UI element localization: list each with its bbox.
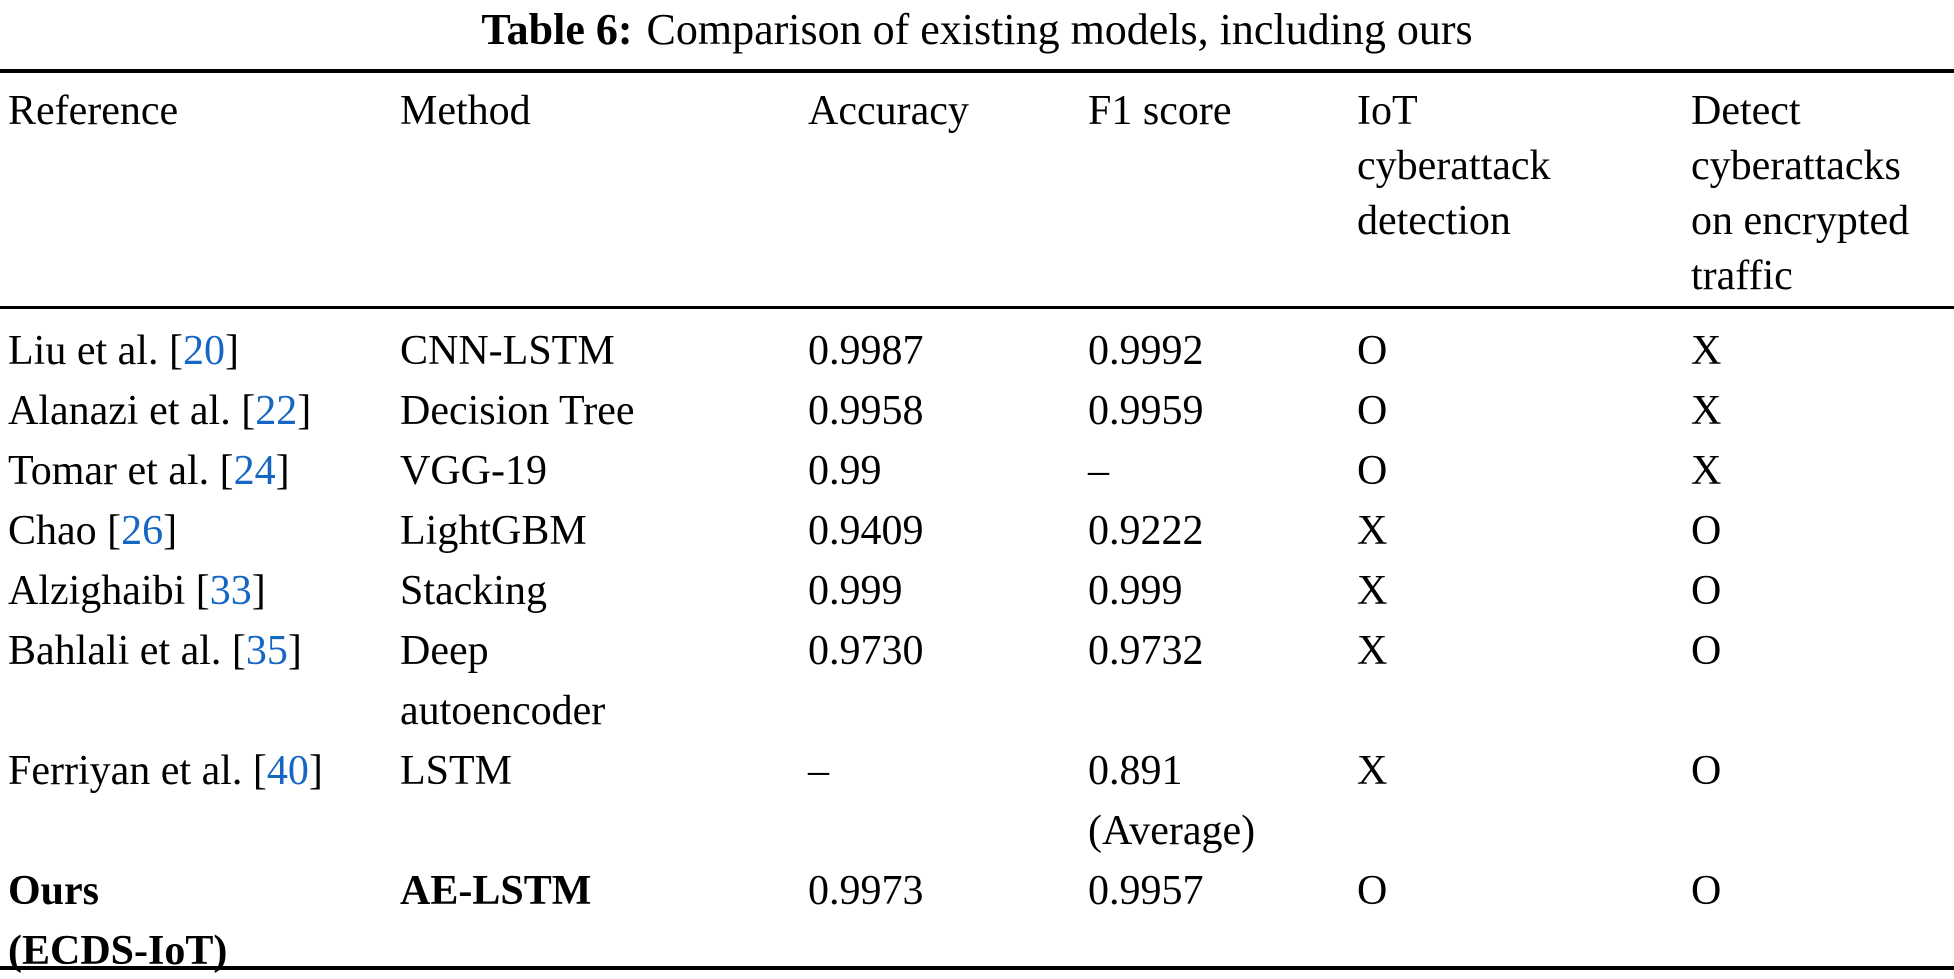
iot-detection-cell: X bbox=[1357, 628, 1388, 674]
citation-link[interactable]: 40 bbox=[266, 748, 309, 794]
f1-score-cell: 0.999 bbox=[1088, 568, 1183, 614]
table-header-row: Reference Method Accuracy F1 score IoT c… bbox=[8, 84, 1954, 304]
method-cell: Decision Tree bbox=[400, 388, 635, 434]
reference-text: ] bbox=[287, 628, 302, 674]
reference-text: Alzighaibi [ bbox=[8, 568, 210, 614]
accuracy-cell: 0.999 bbox=[808, 568, 903, 614]
reference-cell: Alanazi et al. [22] bbox=[8, 381, 400, 441]
reference-text: Ours (ECDS-IoT) bbox=[8, 868, 228, 974]
reference-text: Bahlali et al. [ bbox=[8, 628, 246, 674]
iot-detection-cell: O bbox=[1357, 868, 1388, 914]
column-header-encrypted-detection: Detect cyberattacks on encrypted traffic bbox=[1691, 88, 1910, 299]
f1-score-cell: – bbox=[1088, 448, 1109, 494]
accuracy-cell: 0.9987 bbox=[808, 328, 924, 374]
reference-text: ] bbox=[275, 448, 290, 494]
f1-score-cell: 0.891 (Average) bbox=[1088, 748, 1256, 854]
citation-link[interactable]: 24 bbox=[233, 448, 276, 494]
f1-score-cell: 0.9959 bbox=[1088, 388, 1204, 434]
citation-link[interactable]: 22 bbox=[255, 388, 298, 434]
column-header-reference: Reference bbox=[8, 88, 179, 134]
reference-cell: Ours (ECDS-IoT) bbox=[8, 861, 400, 979]
accuracy-cell: 0.9730 bbox=[808, 628, 924, 674]
iot-detection-cell: O bbox=[1357, 448, 1388, 494]
table-caption: Table 6: Comparison of existing models, i… bbox=[0, 4, 1954, 56]
encrypted-detection-cell: O bbox=[1691, 748, 1722, 794]
encrypted-detection-cell: X bbox=[1691, 448, 1722, 494]
reference-text: ] bbox=[163, 508, 178, 554]
reference-text: ] bbox=[297, 388, 312, 434]
reference-text: ] bbox=[251, 568, 266, 614]
method-cell: LightGBM bbox=[400, 508, 587, 554]
encrypted-detection-cell: X bbox=[1691, 328, 1722, 374]
accuracy-cell: 0.9409 bbox=[808, 508, 924, 554]
column-header-accuracy: Accuracy bbox=[808, 88, 969, 134]
reference-text: ] bbox=[308, 748, 323, 794]
reference-cell: Bahlali et al. [35] bbox=[8, 621, 400, 741]
column-header-f1-score: F1 score bbox=[1088, 88, 1232, 134]
table-rule-header-separator bbox=[0, 306, 1954, 309]
f1-score-cell: 0.9992 bbox=[1088, 328, 1204, 374]
accuracy-cell: 0.9958 bbox=[808, 388, 924, 434]
encrypted-detection-cell: O bbox=[1691, 568, 1722, 614]
citation-link[interactable]: 35 bbox=[245, 628, 288, 674]
reference-text: Alanazi et al. [ bbox=[8, 388, 256, 434]
table-caption-label: Table 6: bbox=[481, 5, 633, 54]
iot-detection-cell: X bbox=[1357, 568, 1388, 614]
table-rule-bottom bbox=[0, 966, 1954, 970]
encrypted-detection-cell: O bbox=[1691, 868, 1722, 914]
column-header-method: Method bbox=[400, 88, 531, 134]
method-cell: VGG-19 bbox=[400, 448, 547, 494]
method-cell: CNN-LSTM bbox=[400, 328, 615, 374]
iot-detection-cell: O bbox=[1357, 388, 1388, 434]
method-cell: Stacking bbox=[400, 568, 547, 614]
reference-cell: Alzighaibi [33] bbox=[8, 561, 400, 621]
method-cell: AE-LSTM bbox=[400, 868, 592, 914]
iot-detection-cell: O bbox=[1357, 328, 1388, 374]
accuracy-cell: – bbox=[808, 748, 829, 794]
column-header-iot-detection: IoT cyberattack detection bbox=[1357, 88, 1551, 244]
f1-score-cell: 0.9222 bbox=[1088, 508, 1204, 554]
encrypted-detection-cell: X bbox=[1691, 388, 1722, 434]
f1-score-cell: 0.9957 bbox=[1088, 868, 1204, 914]
reference-text: Chao [ bbox=[8, 508, 122, 554]
iot-detection-cell: X bbox=[1357, 748, 1388, 794]
method-cell: LSTM bbox=[400, 748, 513, 794]
reference-cell: Ferriyan et al. [40] bbox=[8, 741, 400, 861]
encrypted-detection-cell: O bbox=[1691, 628, 1722, 674]
reference-cell: Liu et al. [20] bbox=[8, 321, 400, 381]
reference-cell: Chao [26] bbox=[8, 501, 400, 561]
citation-link[interactable]: 26 bbox=[121, 508, 164, 554]
reference-text: Liu et al. [ bbox=[8, 328, 183, 374]
accuracy-cell: 0.9973 bbox=[808, 868, 924, 914]
citation-link[interactable]: 33 bbox=[209, 568, 252, 614]
f1-score-cell: 0.9732 bbox=[1088, 628, 1204, 674]
reference-text: Tomar et al. [ bbox=[8, 448, 234, 494]
table-caption-text: Comparison of existing models, including… bbox=[646, 5, 1473, 54]
reference-text: Ferriyan et al. [ bbox=[8, 748, 267, 794]
reference-cell: Tomar et al. [24] bbox=[8, 441, 400, 501]
table-rule-top bbox=[0, 69, 1954, 73]
table-body: Liu et al. [20] CNN-LSTM 0.9987 0.9992 O… bbox=[8, 321, 1954, 979]
reference-text: ] bbox=[224, 328, 239, 374]
iot-detection-cell: X bbox=[1357, 508, 1388, 554]
citation-link[interactable]: 20 bbox=[182, 328, 225, 374]
accuracy-cell: 0.99 bbox=[808, 448, 882, 494]
method-cell: Deep autoencoder bbox=[400, 628, 606, 734]
encrypted-detection-cell: O bbox=[1691, 508, 1722, 554]
